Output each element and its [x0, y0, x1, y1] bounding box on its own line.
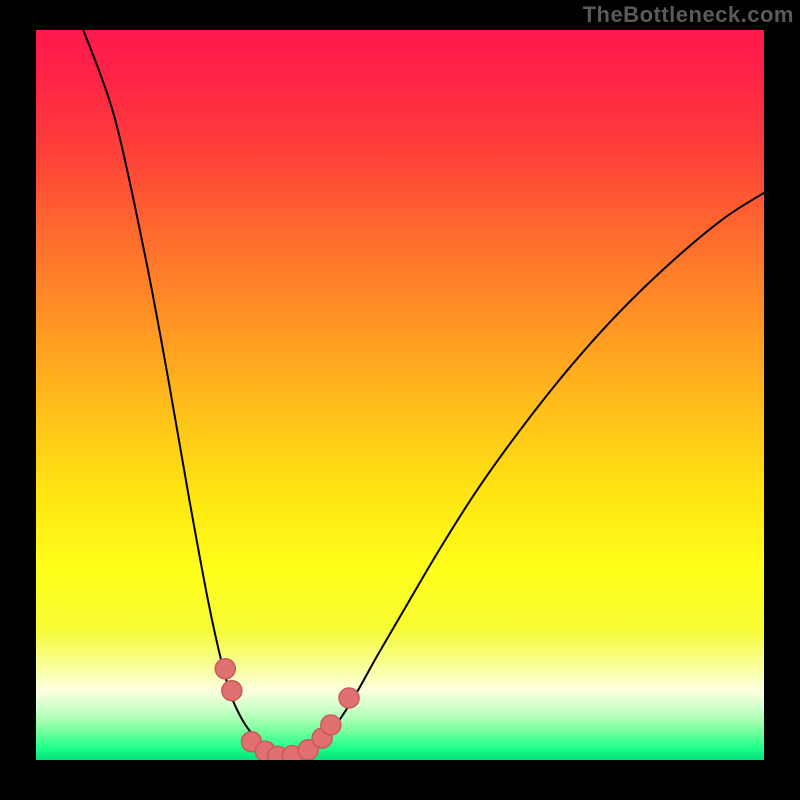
v-curve — [83, 30, 764, 759]
marker-dot — [321, 715, 341, 735]
marker-dot — [215, 659, 235, 679]
chart-root: TheBottleneck.com — [0, 0, 800, 800]
watermark-text: TheBottleneck.com — [583, 2, 794, 28]
curve-layer — [36, 30, 764, 760]
marker-dot — [222, 681, 242, 701]
marker-dot — [339, 688, 359, 708]
plot-area — [36, 30, 764, 760]
